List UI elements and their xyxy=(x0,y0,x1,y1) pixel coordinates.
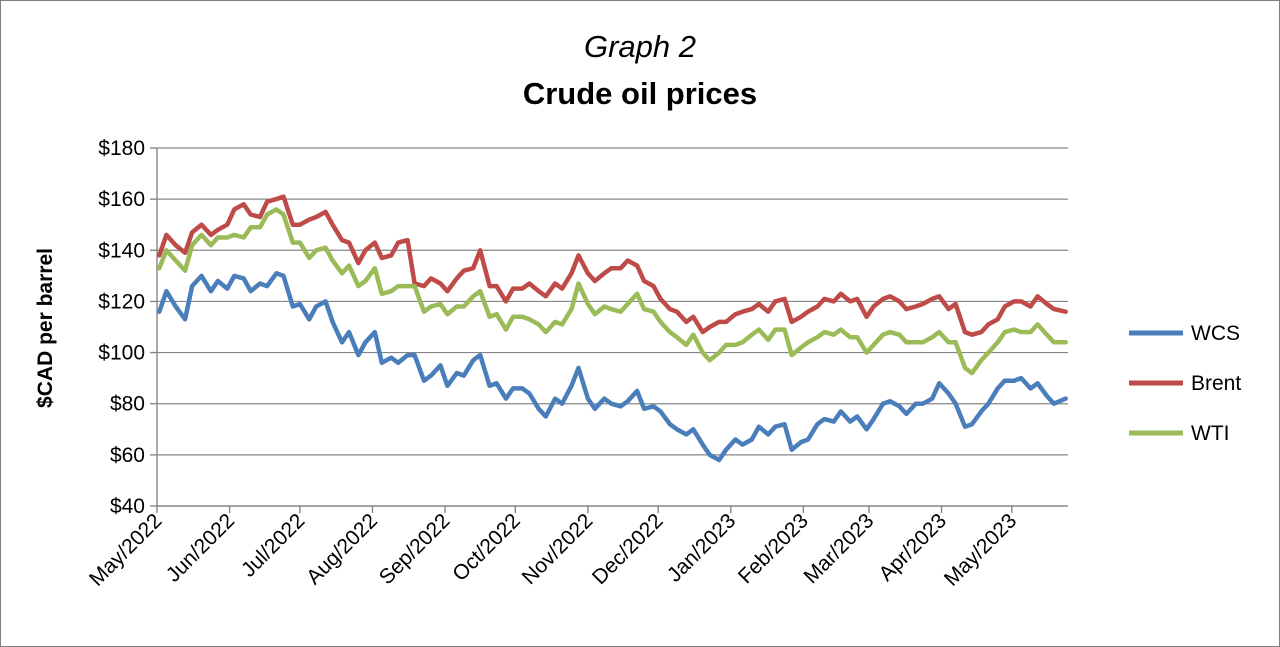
legend-label-wcs: WCS xyxy=(1191,322,1240,345)
y-tick-label: $160 xyxy=(98,188,145,211)
x-tick-label: Jun/2022 xyxy=(162,509,239,586)
legend-label-brent: Brent xyxy=(1191,372,1241,395)
x-tick-label: May/2023 xyxy=(940,509,1021,590)
x-tick-label: Aug/2022 xyxy=(302,509,382,589)
x-tick-label: Mar/2023 xyxy=(799,509,878,588)
series-lines xyxy=(157,194,1068,463)
y-axis-label: $CAD per barrel xyxy=(34,248,57,408)
chart-subtitle: Graph 2 xyxy=(584,29,696,64)
series-line-wcs xyxy=(157,271,1068,463)
series-line-brent xyxy=(157,194,1068,337)
y-tick-label: $40 xyxy=(110,495,145,518)
legend: WCS Brent WTI xyxy=(1129,322,1241,445)
x-tick-label: Dec/2022 xyxy=(588,509,668,589)
legend-label-wti: WTI xyxy=(1191,422,1229,445)
x-tick-label: Feb/2023 xyxy=(734,509,813,588)
x-tick-label: Jan/2023 xyxy=(663,509,740,586)
x-tick-label: Sep/2022 xyxy=(375,509,455,589)
y-tick-label: $80 xyxy=(110,393,145,416)
x-tick-label: Jul/2022 xyxy=(237,509,309,581)
x-tick-label: May/2022 xyxy=(85,509,166,590)
chart-title: Crude oil prices xyxy=(523,76,757,111)
y-tick-label: $120 xyxy=(98,290,145,313)
y-axis-ticks: $40 $60 $80 $100 $120 $140 $160 $180 xyxy=(98,137,157,518)
y-tick-label: $180 xyxy=(98,137,145,160)
y-tick-label: $60 xyxy=(110,444,145,467)
y-tick-label: $140 xyxy=(98,239,145,262)
y-tick-label: $100 xyxy=(98,342,145,365)
series-line-wti xyxy=(157,207,1068,376)
x-tick-label: Oct/2022 xyxy=(448,509,525,586)
x-tick-label: Nov/2022 xyxy=(518,509,598,589)
x-axis-ticks: May/2022Jun/2022Jul/2022Aug/2022Sep/2022… xyxy=(85,506,1021,591)
